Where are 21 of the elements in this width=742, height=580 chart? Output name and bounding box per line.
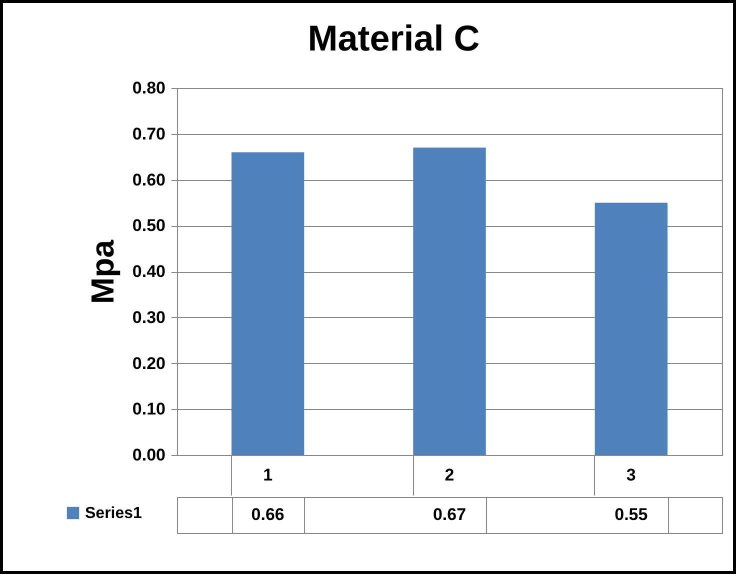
bar: [594, 202, 668, 455]
data-label: 0.55: [614, 505, 648, 524]
chart-title: Material C: [308, 18, 480, 58]
y-tick-label: 0.70: [132, 124, 166, 144]
y-tick-label: 0.00: [132, 446, 166, 464]
legend-label: Series1: [85, 505, 142, 522]
y-tick-label: 0.80: [132, 78, 166, 98]
bar: [232, 152, 304, 455]
bar: [413, 148, 486, 455]
y-tick-label: 0.50: [132, 216, 166, 236]
y-tick-label: 0.60: [132, 170, 166, 190]
x-tick-label: 3: [626, 466, 636, 484]
x-tick-label: 1: [263, 466, 273, 484]
y-tick-label: 0.20: [132, 354, 166, 373]
y-tick-label: 0.10: [132, 400, 166, 419]
y-axis-title: Mpa: [84, 240, 120, 304]
data-label: 0.66: [251, 505, 284, 524]
x-tick-label: 2: [444, 466, 454, 484]
data-label: 0.67: [432, 505, 466, 524]
y-tick-label: 0.30: [132, 308, 166, 327]
y-tick-label: 0.40: [132, 262, 166, 281]
